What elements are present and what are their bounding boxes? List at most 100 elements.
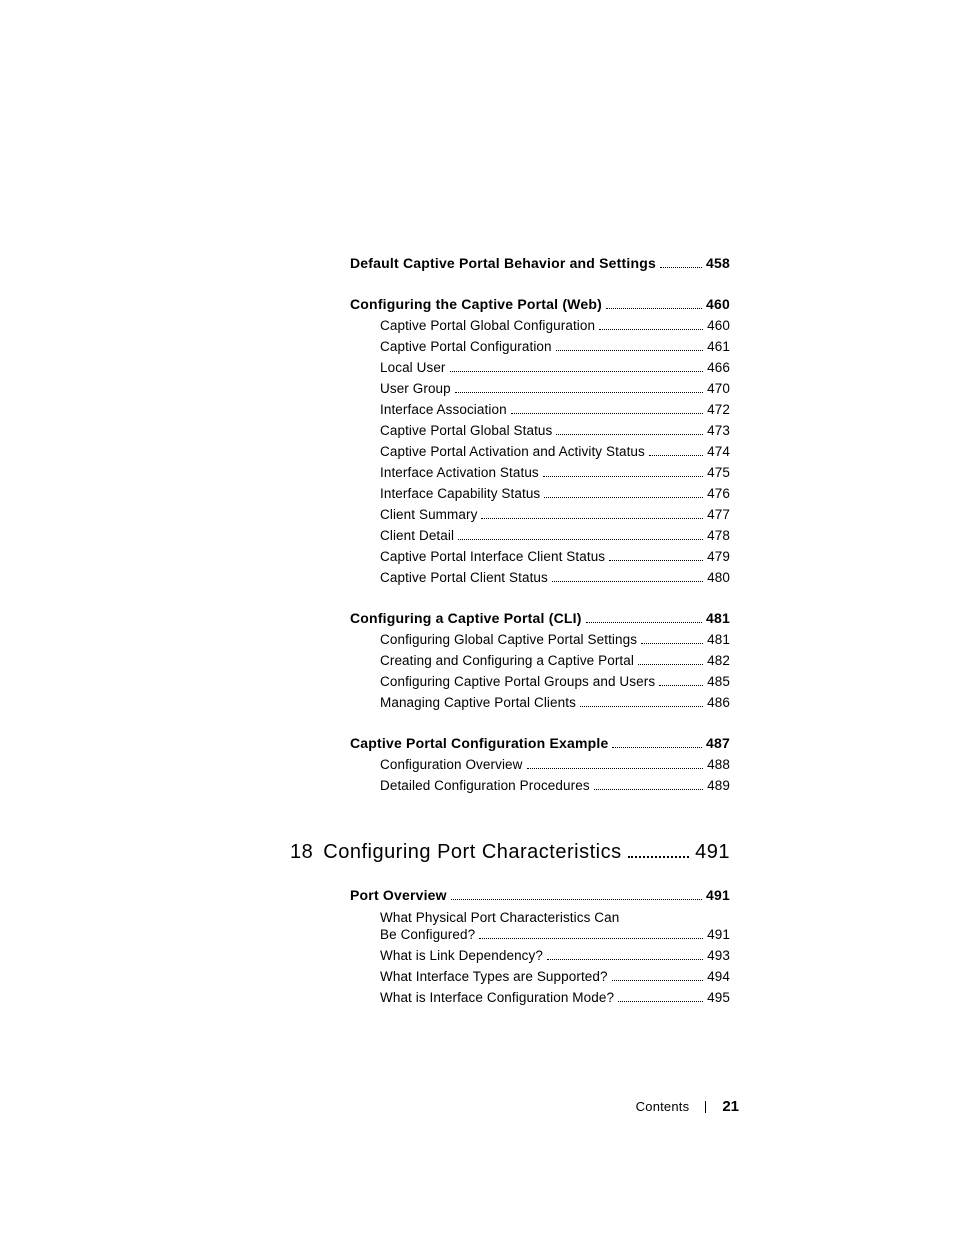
toc-title: What is Interface Configuration Mode? xyxy=(350,991,614,1005)
toc-sub-line[interactable]: Client Detail 478 xyxy=(350,529,730,543)
toc-title: Port Overview xyxy=(350,888,447,902)
toc-title: Client Summary xyxy=(350,508,477,522)
leader-dots xyxy=(481,510,703,519)
page-footer: Contents 21 xyxy=(636,1098,739,1115)
chapter-number: 18 xyxy=(290,841,313,864)
toc-page-num: 485 xyxy=(707,675,730,689)
toc-sub-line[interactable]: What Interface Types are Supported? 494 xyxy=(350,970,730,984)
toc-sub-line[interactable]: Client Summary477 xyxy=(350,508,730,522)
chapter-heading[interactable]: 18 Configuring Port Characteristics 491 xyxy=(290,841,730,864)
toc-page-num: 482 xyxy=(707,654,730,668)
leader-dots xyxy=(659,677,703,686)
toc-sub-line[interactable]: Captive Portal Global Configuration 460 xyxy=(350,319,730,333)
toc-title: Configuring a Captive Portal (CLI) xyxy=(350,611,582,625)
leader-dots xyxy=(556,342,704,351)
toc-title: Captive Portal Global Status xyxy=(350,424,552,438)
toc-sub-line[interactable]: Interface Activation Status475 xyxy=(350,466,730,480)
leader-dots xyxy=(543,468,703,477)
toc-title: Captive Portal Global Configuration xyxy=(350,319,595,333)
toc-page-num: 466 xyxy=(707,361,730,375)
toc-title: What is Link Dependency? xyxy=(350,949,543,963)
toc-sub-line[interactable]: Managing Captive Portal Clients 486 xyxy=(350,696,730,710)
toc-title: Managing Captive Portal Clients xyxy=(350,696,576,710)
leader-dots xyxy=(556,426,703,435)
leader-dots xyxy=(511,405,704,414)
toc-page-num: 489 xyxy=(707,779,730,793)
toc-sub-line[interactable]: Detailed Configuration Procedures489 xyxy=(350,779,730,793)
toc-sub-line[interactable]: Configuration Overview488 xyxy=(350,758,730,772)
toc-page-num: 495 xyxy=(707,991,730,1005)
leader-dots xyxy=(479,930,703,939)
chapter-page-num: 491 xyxy=(695,841,730,864)
footer-separator xyxy=(705,1101,706,1113)
leader-dots xyxy=(451,891,702,900)
toc-sub-line[interactable]: Captive Portal Client Status 480 xyxy=(350,571,730,585)
toc-head-line[interactable]: Captive Portal Configuration Example 487 xyxy=(350,736,730,751)
toc-page-num: 473 xyxy=(707,424,730,438)
toc-head-line[interactable]: Port Overview 491 xyxy=(350,888,730,903)
toc-page-num: 487 xyxy=(706,736,730,750)
toc-page-num: 481 xyxy=(707,633,730,647)
leader-dots xyxy=(594,781,704,790)
toc-section: Configuring the Captive Portal (Web) 460… xyxy=(350,297,730,585)
toc-title: User Group xyxy=(350,382,451,396)
toc-sub-line[interactable]: What Physical Port Characteristics Can B… xyxy=(350,910,730,942)
toc-page-num: 460 xyxy=(707,319,730,333)
toc-page-num: 472 xyxy=(707,403,730,417)
toc-page-num: 476 xyxy=(707,487,730,501)
toc-title: Captive Portal Client Status xyxy=(350,571,548,585)
toc-page-num: 481 xyxy=(706,611,730,625)
toc-sub-line[interactable]: What is Link Dependency? 493 xyxy=(350,949,730,963)
toc-page-num: 480 xyxy=(707,571,730,585)
toc-title: Configuring Global Captive Portal Settin… xyxy=(350,633,637,647)
toc-section: Default Captive Portal Behavior and Sett… xyxy=(350,256,730,271)
toc-sub-line[interactable]: Captive Portal Global Status 473 xyxy=(350,424,730,438)
toc-page-num: 488 xyxy=(707,758,730,772)
leader-dots xyxy=(660,259,702,268)
toc-title: What Interface Types are Supported? xyxy=(350,970,608,984)
leader-dots xyxy=(455,384,703,393)
toc-section: Configuring a Captive Portal (CLI) 481 C… xyxy=(350,611,730,710)
toc-head-line[interactable]: Configuring a Captive Portal (CLI) 481 xyxy=(350,611,730,626)
chapter-title: Configuring Port Characteristics xyxy=(323,841,621,864)
toc-sub-line[interactable]: Interface Capability Status 476 xyxy=(350,487,730,501)
toc-page-num: 493 xyxy=(707,949,730,963)
leader-dots xyxy=(586,614,702,623)
leader-dots xyxy=(544,489,703,498)
toc-sub-line[interactable]: Creating and Configuring a Captive Porta… xyxy=(350,654,730,668)
leader-dots xyxy=(450,363,704,372)
toc-page-num: 458 xyxy=(706,256,730,270)
toc-sub-line[interactable]: User Group470 xyxy=(350,382,730,396)
toc-head-line[interactable]: Default Captive Portal Behavior and Sett… xyxy=(350,256,730,271)
toc-page-num: 486 xyxy=(707,696,730,710)
leader-dots xyxy=(599,321,703,330)
toc-title: Client Detail xyxy=(350,529,454,543)
toc-page-num: 461 xyxy=(707,340,730,354)
toc-head-line[interactable]: Configuring the Captive Portal (Web) 460 xyxy=(350,297,730,312)
leader-dots xyxy=(606,300,702,309)
toc-page-num: 478 xyxy=(707,529,730,543)
toc-page-num: 491 xyxy=(707,928,730,942)
toc-sub-line[interactable]: Captive Portal Activation and Activity S… xyxy=(350,445,730,459)
toc-sub-line[interactable]: Configuring Global Captive Portal Settin… xyxy=(350,633,730,647)
toc-sub-line[interactable]: Interface Association 472 xyxy=(350,403,730,417)
toc-section: Port Overview 491 What Physical Port Cha… xyxy=(350,888,730,1005)
toc-title: Captive Portal Configuration xyxy=(350,340,552,354)
toc-page-num: 474 xyxy=(707,445,730,459)
toc-sub-line[interactable]: Captive Portal Configuration 461 xyxy=(350,340,730,354)
footer-label: Contents xyxy=(636,1099,690,1114)
toc-title: Captive Portal Configuration Example xyxy=(350,736,608,750)
toc-section: Captive Portal Configuration Example 487… xyxy=(350,736,730,793)
toc-title: Default Captive Portal Behavior and Sett… xyxy=(350,256,656,270)
toc-page-num: 494 xyxy=(707,970,730,984)
toc-sub-line[interactable]: Captive Portal Interface Client Status47… xyxy=(350,550,730,564)
toc-sub-line[interactable]: Local User 466 xyxy=(350,361,730,375)
toc-sub-line[interactable]: What is Interface Configuration Mode? 495 xyxy=(350,991,730,1005)
toc-title: Interface Capability Status xyxy=(350,487,540,501)
toc-title: Local User xyxy=(350,361,446,375)
toc-title: Interface Association xyxy=(350,403,507,417)
toc-title: Creating and Configuring a Captive Porta… xyxy=(350,654,634,668)
leader-dots xyxy=(618,993,703,1002)
toc-title: Interface Activation Status xyxy=(350,466,539,480)
toc-sub-line[interactable]: Configuring Captive Portal Groups and Us… xyxy=(350,675,730,689)
